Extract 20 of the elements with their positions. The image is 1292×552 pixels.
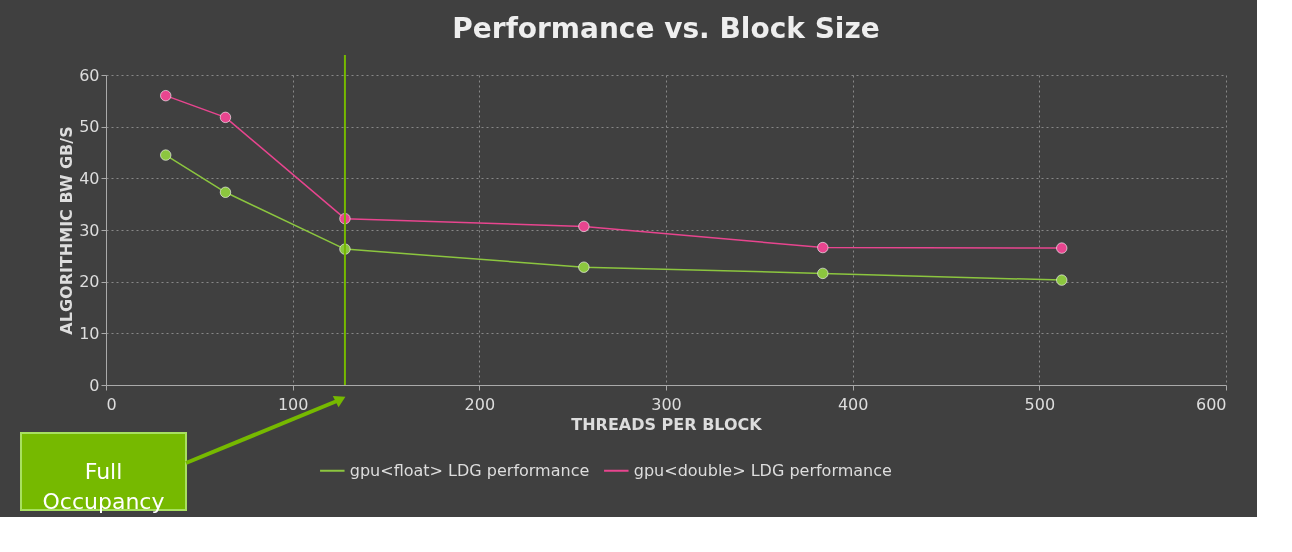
x-axis-title: THREADS PER BLOCK (571, 414, 763, 434)
text: Full Occupancy (42, 458, 165, 514)
legend-label: gpu<float> LDG performance (349, 460, 590, 480)
x-tick-label: 400 (837, 394, 869, 414)
y-tick-label: 30 (79, 220, 100, 240)
x-tick-label: 500 (1024, 394, 1056, 414)
y-tick-label: 40 (79, 168, 100, 188)
y-tick-label: 50 (79, 117, 100, 137)
x-tick-label: 0 (106, 394, 117, 414)
legend-label: gpu<double> LDG performance (633, 460, 892, 480)
x-tick-label: 200 (464, 394, 496, 414)
y-tick-label: 20 (79, 272, 100, 292)
y-tick-label: 0 (89, 375, 100, 395)
y-axis-title: ALGORITHMIC BW GB/S (57, 126, 77, 335)
y-tick-label: 10 (79, 323, 100, 343)
x-tick-label: 300 (651, 394, 682, 414)
y-tick-label: 60 (79, 65, 100, 85)
chart-title: Performance vs. Block Size (452, 12, 880, 45)
x-tick-label: 600 (1195, 394, 1227, 414)
x-tick-label: 100 (277, 394, 309, 414)
